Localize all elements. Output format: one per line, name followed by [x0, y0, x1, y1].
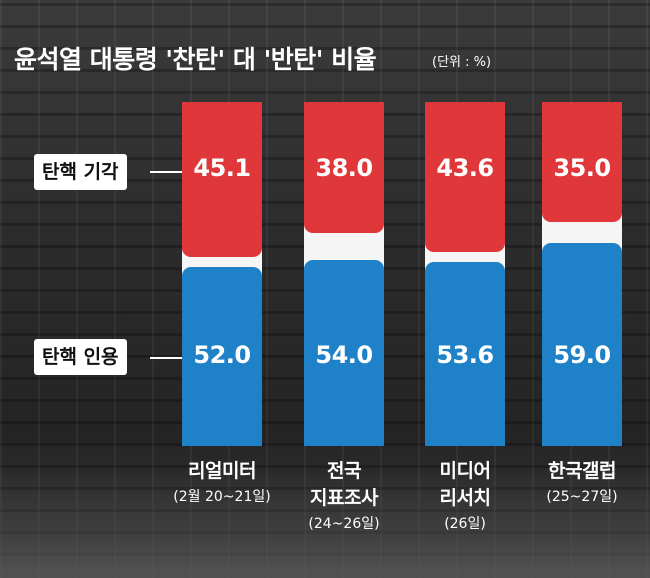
stacked-bar — [304, 102, 384, 446]
category-period: (24~26일) — [308, 516, 380, 532]
category-name: 리얼미터 — [188, 460, 256, 482]
unit-label: (단위 : %) — [432, 55, 492, 70]
bar-uphold — [304, 260, 384, 446]
value-label-dismiss: 45.1 — [193, 154, 251, 182]
category-name: 지표조사 — [310, 487, 378, 509]
category-label: 한국갤럽 (25~27일) — [512, 458, 650, 509]
value-label-uphold: 59.0 — [553, 341, 611, 369]
bar-dismiss — [304, 102, 384, 233]
value-label-uphold: 52.0 — [193, 341, 251, 369]
category-period: (2월 20~21일) — [173, 489, 271, 505]
legend-leader-uphold — [150, 357, 190, 359]
value-label-uphold: 54.0 — [315, 341, 373, 369]
chart-title: 윤석열 대통령 '찬탄' 대 '반탄' 비율 — [14, 45, 377, 74]
category-name: 한국갤럽 — [548, 460, 616, 482]
category-name: 전국 — [327, 460, 361, 482]
category-period: (25~27일) — [546, 489, 618, 505]
legend-dismiss: 탄핵 기각 — [34, 154, 127, 190]
category-name: 미디어 — [439, 460, 491, 482]
background-crowd — [0, 468, 650, 578]
legend-uphold: 탄핵 인용 — [34, 339, 127, 375]
stacked-bar — [425, 102, 505, 446]
bar-uphold — [182, 267, 262, 446]
bar-uphold — [542, 243, 622, 446]
value-label-dismiss: 43.6 — [436, 154, 494, 182]
category-name: 리서치 — [439, 487, 491, 509]
bar-dismiss — [425, 102, 505, 252]
category-label: 리얼미터 (2월 20~21일) — [152, 458, 292, 509]
legend-leader-dismiss — [150, 171, 190, 173]
stacked-bar — [542, 102, 622, 446]
category-period: (26일) — [444, 516, 486, 532]
stacked-bar — [182, 102, 262, 446]
bar-uphold — [425, 261, 505, 446]
value-label-uphold: 53.6 — [436, 341, 494, 369]
value-label-dismiss: 35.0 — [553, 154, 611, 182]
value-label-dismiss: 38.0 — [315, 154, 373, 182]
bar-dismiss — [182, 102, 262, 258]
bar-dismiss — [542, 102, 622, 223]
